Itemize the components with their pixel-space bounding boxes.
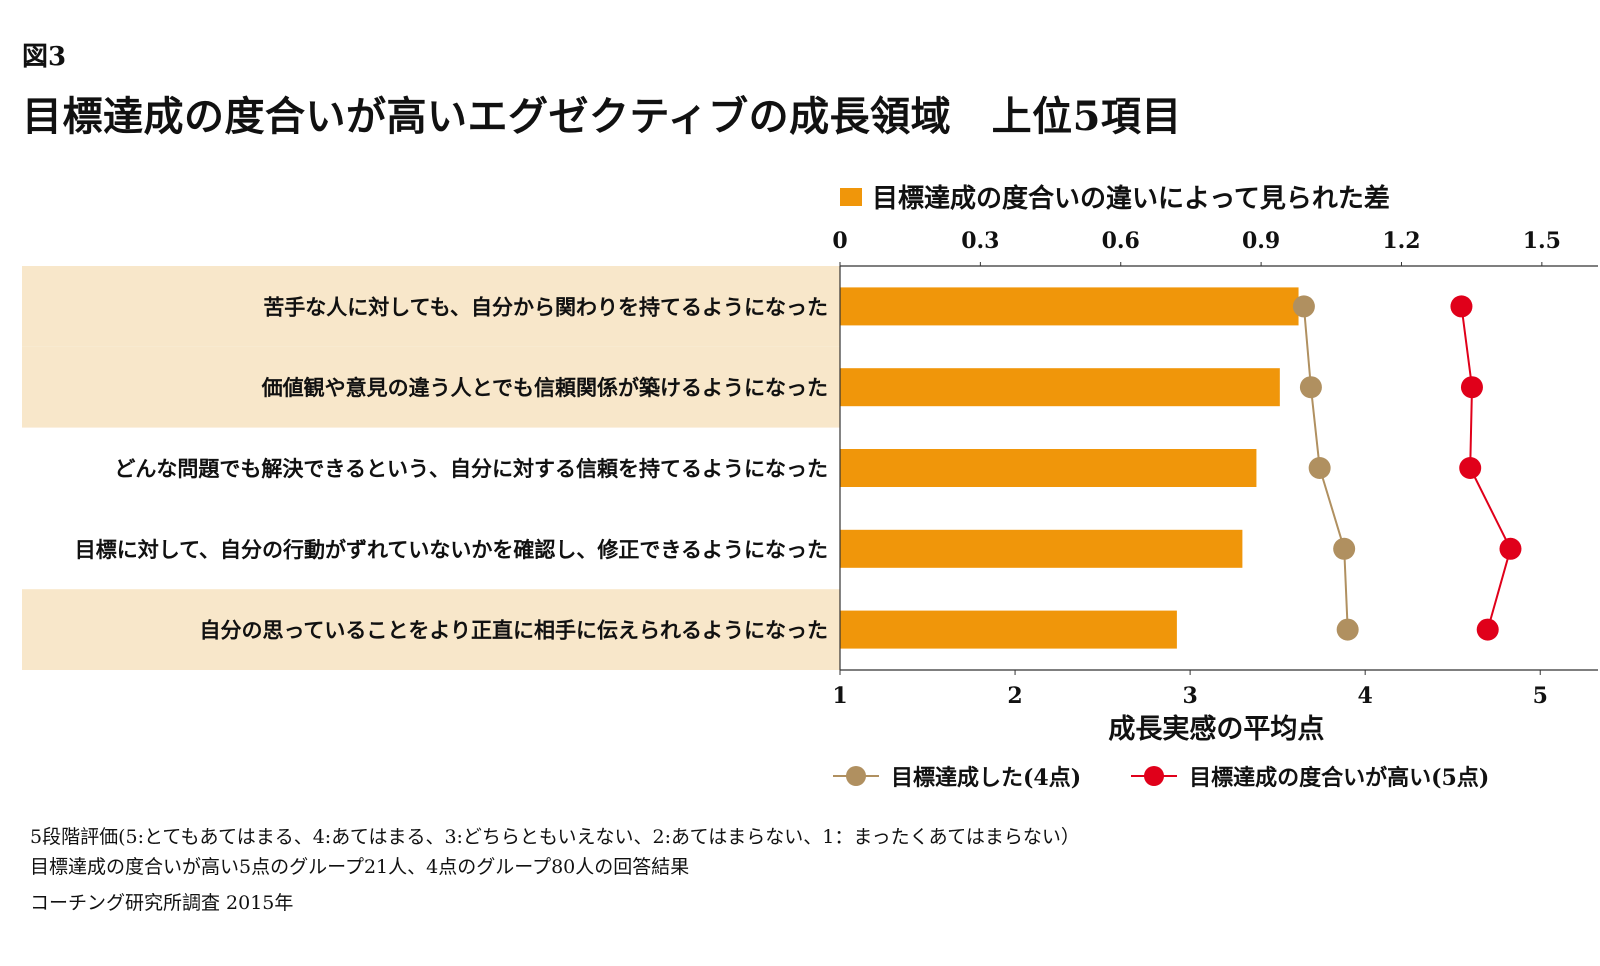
note-sample: 目標達成の度合いが高い5点のグループ21人、4点のグループ80人の回答結果 <box>30 856 690 878</box>
legend-marker-series-5 <box>1144 766 1165 786</box>
point-series-5 <box>1450 295 1473 318</box>
highlight-band <box>22 266 840 347</box>
bottom-tick-label: 2 <box>1007 683 1022 709</box>
legend-marker-series-4 <box>846 766 866 786</box>
point-series-4 <box>1308 457 1331 479</box>
x-axis-label: 成長実感の平均点 <box>1108 713 1324 745</box>
bar <box>840 529 1243 568</box>
bar-legend-label: 目標達成の度合いの違いによって見られた差 <box>872 184 1390 214</box>
point-series-4 <box>1292 295 1315 318</box>
bottom-tick-label: 4 <box>1358 683 1373 709</box>
point-series-5 <box>1499 537 1522 560</box>
point-series-5 <box>1476 618 1499 641</box>
category-label: 目標に対して、自分の行動がずれていないかを確認し、修正できるようになった <box>75 537 828 562</box>
page-title: 目標達成の度合いが高いエグゼクティブの成長領域 上位5項目 <box>22 93 1182 140</box>
legend-label-series-4: 目標達成した(4点) <box>891 765 1082 791</box>
legend-item-series-5: 目標達成の度合いが高い(5点) <box>1131 760 1489 792</box>
point-series-4 <box>1299 376 1322 399</box>
category-label: どんな問題でも解決できるという、自分に対する信頼を持てるようになった <box>114 456 828 481</box>
bar-legend: 目標達成の度合いの違いによって見られた差 <box>840 178 1390 215</box>
line-legend: 目標達成した(4点) 目標達成の度合いが高い(5点) <box>833 760 1539 792</box>
bottom-tick-label: 5 <box>1533 683 1548 709</box>
bar <box>840 610 1177 649</box>
highlight-band <box>22 589 840 670</box>
point-series-5 <box>1459 457 1482 479</box>
category-label: 自分の思っていることをより正直に相手に伝えられるようになった <box>199 618 828 643</box>
legend-line-series-4 <box>833 766 879 786</box>
legend-line-series-5 <box>1131 766 1178 786</box>
top-tick-label: 1.2 <box>1382 228 1420 254</box>
bar <box>840 368 1280 407</box>
highlight-band <box>22 346 840 428</box>
bar <box>840 449 1257 487</box>
legend-item-series-4: 目標達成した(4点) <box>833 760 1081 792</box>
top-tick-label: 0 <box>832 228 847 254</box>
bottom-tick-label: 1 <box>832 683 847 709</box>
point-series-4 <box>1333 537 1356 560</box>
point-series-5 <box>1460 376 1483 399</box>
notes: 5段階評価(5:とてもあてはまる、4:あてはまる、3:どちらともいえない、2:あ… <box>30 822 1080 882</box>
top-tick-label: 0.3 <box>961 228 999 254</box>
category-label: 価値観や意見の違う人とでも信頼関係が築けるようになった <box>261 375 828 400</box>
source-note: コーチング研究所調査 2015年 <box>30 892 294 914</box>
top-tick-label: 0.9 <box>1242 228 1280 254</box>
top-tick-label: 0.6 <box>1102 228 1140 254</box>
bar-legend-swatch <box>840 187 862 206</box>
figure-label: 図3 <box>22 42 67 72</box>
bar <box>840 287 1299 326</box>
bottom-tick-label: 3 <box>1182 683 1197 709</box>
legend-label-series-5: 目標達成の度合いが高い(5点) <box>1189 765 1490 791</box>
point-series-4 <box>1336 618 1359 641</box>
category-label: 苦手な人に対しても、自分から関わりを持てるようになった <box>263 294 828 319</box>
note-scale: 5段階評価(5:とてもあてはまる、4:あてはまる、3:どちらともいえない、2:あ… <box>30 826 1080 848</box>
top-tick-label: 1.5 <box>1523 228 1561 254</box>
